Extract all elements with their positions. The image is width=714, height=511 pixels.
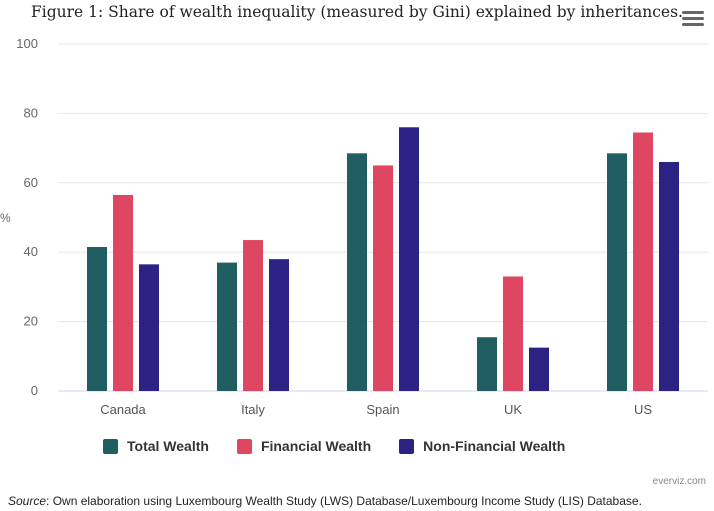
x-tick-label: UK	[504, 402, 522, 417]
x-tick-label: Spain	[366, 402, 399, 417]
bar-non-financial-wealth-canada	[139, 264, 159, 391]
y-tick-label: 20	[24, 314, 38, 329]
source-text: : Own elaboration using Luxembourg Wealt…	[46, 494, 642, 508]
bar-non-financial-wealth-uk	[529, 347, 549, 391]
bar-total-wealth-us	[607, 153, 627, 391]
bar-non-financial-wealth-us	[659, 161, 679, 391]
bar-total-wealth-uk	[477, 337, 497, 391]
legend-label: Total Wealth	[127, 438, 209, 454]
bar-total-wealth-canada	[87, 246, 107, 391]
legend-item-total-wealth[interactable]: Total Wealth	[103, 438, 209, 454]
source-label: Source	[8, 494, 47, 508]
source-note: Source: Own elaboration using Luxembourg…	[8, 494, 642, 508]
x-tick-label: Canada	[100, 402, 146, 417]
legend-label: Financial Wealth	[260, 438, 372, 454]
bar-non-financial-wealth-italy	[269, 259, 289, 391]
legend-swatch	[103, 438, 118, 454]
y-tick-label: 40	[24, 244, 38, 259]
bar-financial-wealth-spain	[373, 165, 393, 391]
y-tick-label: 80	[24, 105, 38, 120]
legend-swatch	[399, 438, 415, 454]
legend: Total Wealth Financial Wealth Non-Financ…	[103, 438, 593, 454]
legend-swatch	[236, 438, 252, 454]
bar-financial-wealth-uk	[503, 276, 523, 391]
bar-total-wealth-spain	[347, 153, 367, 391]
y-axis-label: %	[0, 211, 11, 225]
bar-financial-wealth-us	[633, 132, 653, 392]
chart: 0 20 40 60 80 100 Canada Italy Spain UK US %	[0, 36, 708, 417]
y-tick-label: 0	[31, 383, 38, 398]
legend-label: Non-Financial Wealth	[423, 438, 566, 454]
hamburger-menu-icon[interactable]	[682, 11, 704, 29]
x-tick-label: Italy	[241, 402, 265, 417]
y-tick-label: 100	[16, 36, 38, 51]
bar-non-financial-wealth-spain	[399, 127, 419, 391]
x-tick-label: US	[634, 402, 652, 417]
chart-title: Figure 1: Share of wealth inequality (me…	[31, 3, 683, 21]
legend-item-non-financial-wealth[interactable]: Non-Financial Wealth	[399, 438, 565, 454]
bar-financial-wealth-canada	[113, 194, 133, 391]
legend-item-financial-wealth[interactable]: Financial Wealth	[236, 438, 372, 454]
bar-total-wealth-italy	[217, 262, 237, 391]
y-tick-label: 60	[24, 175, 38, 190]
credit-link[interactable]: everviz.com	[652, 476, 706, 487]
bar-financial-wealth-italy	[243, 240, 263, 391]
